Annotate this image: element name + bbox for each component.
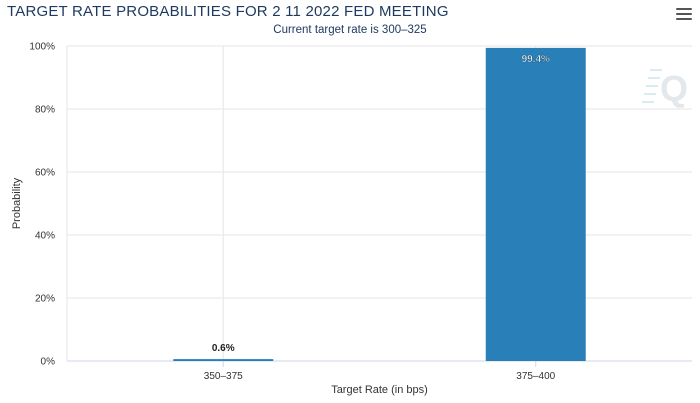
y-axis-title: Probability xyxy=(11,177,23,229)
hamburger-menu-icon[interactable] xyxy=(676,8,692,22)
y-tick-label: 0% xyxy=(41,357,56,368)
bar xyxy=(485,47,586,361)
watermark-text: Q xyxy=(660,68,688,109)
quikstrike-logo-icon: Q xyxy=(642,68,688,109)
data-label: 0.6% xyxy=(212,343,235,354)
y-tick-label: 20% xyxy=(35,294,55,305)
y-tick-label: 60% xyxy=(35,168,55,179)
x-axis-title: Target Rate (in bps) xyxy=(331,384,428,396)
bar xyxy=(173,359,274,361)
chart-subtitle: Current target rate is 300–325 xyxy=(273,24,427,36)
x-tick-label: 375–400 xyxy=(516,371,555,382)
chart-title: TARGET RATE PROBABILITIES FOR 2 11 2022 … xyxy=(7,3,449,20)
data-label: 99.4% xyxy=(522,54,550,65)
x-tick-label: 350–375 xyxy=(204,371,243,382)
y-tick-label: 80% xyxy=(35,105,55,116)
y-tick-label: 100% xyxy=(29,42,55,53)
y-tick-label: 40% xyxy=(35,231,55,242)
